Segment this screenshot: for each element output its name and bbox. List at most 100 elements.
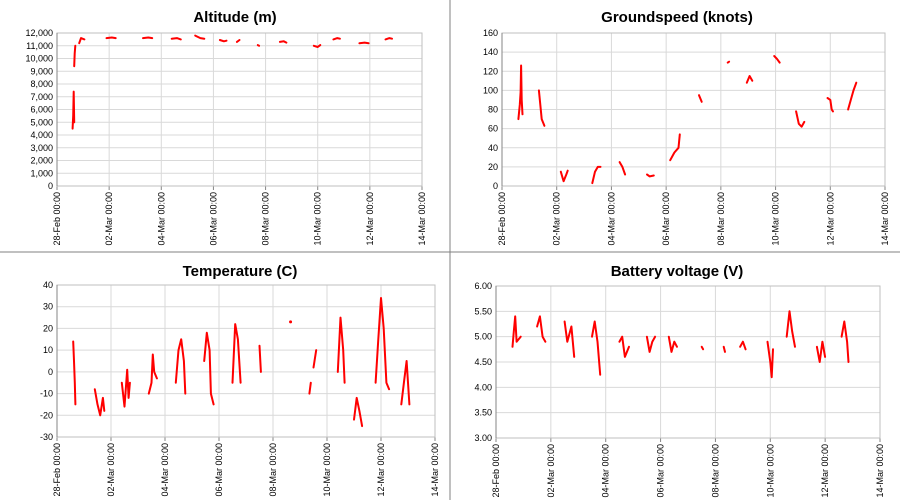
battery-x-tick-label: 04-Mar 00:00 — [601, 444, 611, 498]
groundspeed-x-tick-label: 28-Feb 00:00 — [497, 192, 507, 246]
altitude-data-segment — [71, 90, 76, 130]
groundspeed-data-segment — [618, 161, 627, 176]
temperature-x-tick-label: 12-Mar 00:00 — [376, 443, 386, 497]
battery-data-segment — [840, 320, 850, 363]
groundspeed-data-segment — [726, 60, 731, 64]
altitude-y-tick-label: 2,000 — [30, 156, 53, 166]
altitude-data-segment — [312, 44, 322, 48]
temperature-data-segment — [353, 396, 364, 428]
battery-x-tick-label: 28-Feb 00:00 — [491, 444, 501, 498]
altitude-chart-title: Altitude (m) — [193, 9, 276, 26]
groundspeed-data-segment — [795, 110, 806, 128]
temperature-x-tick-label: 14-Mar 00:00 — [430, 443, 440, 497]
battery-chart-title: Battery voltage (V) — [611, 263, 744, 280]
temperature-plot-area — [56, 284, 436, 438]
groundspeed-data-segment — [847, 81, 858, 111]
battery-data-segment — [563, 320, 576, 358]
altitude-y-tick-label: 3,000 — [30, 143, 53, 153]
altitude-x-tick-label: 14-Mar 00:00 — [417, 192, 427, 246]
altitude-y-tick-label: 12,000 — [25, 28, 53, 38]
battery-data-segment — [815, 340, 827, 363]
groundspeed-x-tick-label: 12-Mar 00:00 — [825, 192, 835, 246]
battery-x-tick-label: 06-Mar 00:00 — [656, 444, 666, 498]
altitude-data-segment — [78, 37, 86, 45]
battery-data-segment — [722, 345, 726, 353]
battery-y-tick-label: 5.50 — [474, 306, 492, 316]
groundspeed-x-tick-label: 08-Mar 00:00 — [716, 192, 726, 246]
temperature-data-segment — [93, 388, 106, 417]
groundspeed-chart-title: Groundspeed (knots) — [601, 9, 753, 26]
temperature-y-tick-label: 30 — [43, 302, 53, 312]
altitude-x-tick-label: 06-Mar 00:00 — [208, 192, 218, 246]
temperature-x-tick-label: 04-Mar 00:00 — [160, 443, 170, 497]
temperature-chart-title: Temperature (C) — [183, 263, 298, 280]
groundspeed-y-tick-label: 60 — [488, 124, 498, 134]
battery-x-tick-label: 14-Mar 00:00 — [875, 444, 885, 498]
groundspeed-data-segment — [826, 97, 834, 113]
battery-x-tick-label: 08-Mar 00:00 — [710, 444, 720, 498]
temperature-y-tick-label: 20 — [43, 323, 53, 333]
altitude-data-segment — [73, 44, 77, 68]
altitude-y-tick-label: 11,000 — [26, 41, 53, 51]
groundspeed-x-tick-label: 02-Mar 00:00 — [552, 192, 562, 246]
altitude-x-tick-label: 04-Mar 00:00 — [156, 192, 166, 246]
battery-data-segment — [511, 315, 522, 348]
altitude-data-segment — [235, 39, 241, 43]
temperature-data-segment — [336, 316, 346, 384]
battery-data-segment — [766, 340, 774, 379]
temperature-data-segment — [174, 338, 187, 395]
battery-x-tick-label: 10-Mar 00:00 — [765, 444, 775, 498]
temperature-y-tick-label: 0 — [48, 367, 53, 377]
altitude-y-tick-label: 9,000 — [30, 66, 53, 76]
battery-y-tick-label: 3.00 — [474, 433, 492, 443]
temperature-y-tick-label: -30 — [40, 432, 53, 442]
altitude-x-tick-label: 28-Feb 00:00 — [52, 192, 62, 246]
altitude-y-tick-label: 7,000 — [30, 92, 53, 102]
groundspeed-chart: Groundspeed (knots) 0 20 40 60 80 100 120 140 160… — [483, 9, 890, 246]
temperature-y-tick-label: -10 — [40, 389, 53, 399]
groundspeed-data-segment — [591, 165, 602, 185]
altitude-x-tick-label: 12-Mar 00:00 — [365, 192, 375, 246]
battery-data-segment — [536, 315, 547, 343]
battery-x-tick-label: 12-Mar 00:00 — [820, 444, 830, 498]
altitude-y-tick-label: 1,000 — [30, 168, 53, 178]
groundspeed-y-tick-label: 0 — [493, 181, 498, 191]
battery-chart: Battery voltage (V) 3.00 3.50 4.00 4.50 5.00 5… — [474, 263, 885, 498]
temperature-data-segment — [258, 344, 262, 373]
battery-y-tick-label: 5.00 — [474, 332, 492, 342]
altitude-data-segment — [142, 36, 154, 40]
altitude-y-tick-label: 10,000 — [25, 54, 53, 64]
altitude-data-segment — [194, 34, 206, 40]
groundspeed-y-tick-label: 140 — [483, 47, 498, 57]
groundspeed-x-tick-label: 04-Mar 00:00 — [606, 192, 616, 246]
groundspeed-data-segment — [669, 133, 681, 162]
groundspeed-data-segment — [698, 94, 703, 103]
groundspeed-data-segment — [559, 169, 569, 183]
battery-data-segment — [618, 335, 630, 358]
groundspeed-x-tick-label: 10-Mar 00:00 — [771, 192, 781, 246]
temperature-x-tick-label: 02-Mar 00:00 — [106, 443, 116, 497]
battery-y-tick-label: 4.50 — [474, 357, 492, 367]
groundspeed-y-tick-label: 80 — [488, 105, 498, 115]
groundspeed-data-segment — [773, 55, 781, 64]
temperature-data-segment — [72, 340, 77, 406]
temperature-data-segment — [308, 381, 312, 395]
temperature-data-segment — [120, 368, 131, 408]
altitude-x-tick-label: 02-Mar 00:00 — [104, 192, 114, 246]
temperature-data-segment — [203, 331, 215, 406]
battery-data-segment — [700, 345, 705, 351]
groundspeed-data-segment — [745, 75, 754, 84]
altitude-data-segment — [256, 44, 261, 47]
altitude-data-segment — [105, 36, 117, 40]
battery-x-tick-label: 02-Mar 00:00 — [546, 444, 556, 498]
groundspeed-y-tick-label: 40 — [488, 143, 498, 153]
altitude-x-tick-label: 08-Mar 00:00 — [261, 192, 271, 246]
altitude-data-segment — [170, 37, 182, 41]
temperature-y-tick-label: 10 — [43, 345, 53, 355]
temperature-data-point — [289, 320, 293, 324]
battery-y-tick-label: 4.00 — [474, 382, 492, 392]
battery-y-tick-label: 3.50 — [474, 408, 492, 418]
altitude-y-tick-label: 5,000 — [30, 117, 53, 127]
temperature-y-tick-label: 40 — [43, 280, 53, 290]
